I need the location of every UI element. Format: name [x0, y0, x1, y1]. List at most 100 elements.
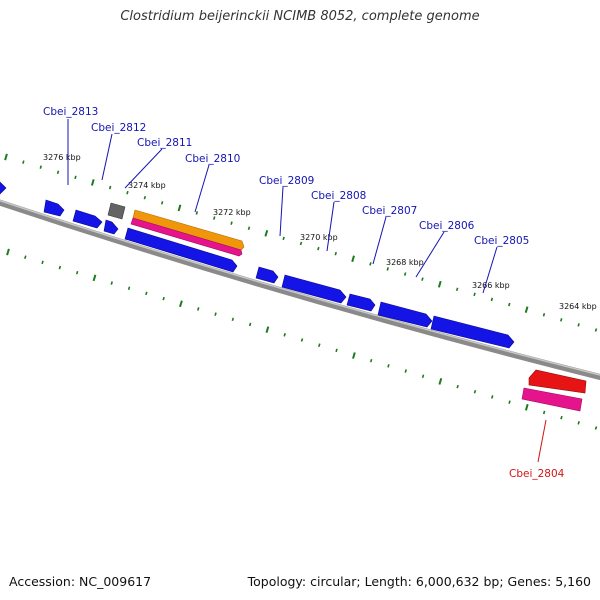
position-label-3264: 3264 kbp	[559, 302, 597, 311]
inner-tick-20	[352, 352, 356, 359]
gene-arrow-cbei-2808[interactable]	[281, 274, 347, 304]
leader-line-cbei-2807	[372, 216, 387, 265]
inner-tick-6	[110, 281, 113, 285]
inner-tick-22	[387, 364, 390, 368]
outer-tick-12	[213, 216, 216, 220]
inner-tick-5	[92, 274, 97, 282]
outer-tick-0	[4, 153, 8, 161]
leader-line-cbei-2809	[279, 186, 284, 237]
position-label-3272: 3272 kbp	[213, 208, 251, 217]
inner-tick-12	[214, 312, 217, 316]
outer-tick-24	[421, 277, 424, 281]
inner-tick-30	[524, 403, 529, 411]
inner-tick-33	[577, 421, 580, 425]
outer-tick-15	[264, 230, 269, 237]
gene-arrow-cbei-2810[interactable]	[124, 227, 238, 273]
inner-tick-11	[197, 307, 200, 311]
outer-tick-22	[386, 267, 389, 271]
gene-box-cbei-2804-pink[interactable]	[521, 387, 583, 412]
inner-tick-29	[508, 400, 511, 404]
outer-tick-27	[473, 292, 476, 297]
outer-tick-21	[369, 262, 372, 266]
position-label-3268: 3268 kbp	[386, 258, 424, 267]
accession-text: Accession: NC_009617	[9, 574, 152, 589]
gene-arrow-cbei-2804[interactable]	[528, 369, 587, 394]
gene-arrow-cbei-2809[interactable]	[255, 266, 279, 284]
outer-tick-19	[334, 251, 337, 256]
inner-tick-32	[560, 415, 563, 420]
gene-label-cbei-2811[interactable]: Cbei_2811	[137, 137, 192, 149]
leader-line-cbei-2810	[194, 164, 210, 213]
inner-tick-3	[58, 265, 62, 270]
gene-arrow-cbei-2812[interactable]	[72, 209, 103, 229]
gene-label-cbei-2805[interactable]: Cbei_2805	[474, 235, 529, 247]
outer-tick-17	[299, 241, 303, 246]
inner-tick-21	[369, 358, 373, 363]
inner-tick-0	[6, 248, 10, 256]
outer-tick-23	[403, 272, 407, 276]
gene-arrow-cbei-2813[interactable]	[43, 199, 65, 217]
outer-tick-9	[160, 201, 164, 205]
inner-tick-16	[283, 333, 286, 337]
outer-tick-26	[455, 287, 459, 292]
leader-line-cbei-2808	[326, 201, 335, 252]
inner-tick-17	[300, 338, 304, 342]
inner-tick-15	[265, 326, 270, 333]
gene-arrow-orange[interactable]	[132, 209, 245, 251]
outer-tick-29	[508, 302, 511, 307]
outer-tick-14	[247, 226, 251, 231]
gene-arrow-cbei-2811[interactable]	[103, 219, 119, 235]
outer-tick-34	[594, 328, 598, 332]
genome-backbone	[0, 199, 600, 381]
outer-tick-2	[39, 165, 42, 169]
inner-tick-27	[473, 389, 477, 394]
gene-label-cbei-2804[interactable]: Cbei_2804	[509, 468, 565, 480]
inner-tick-1	[24, 255, 27, 259]
inner-tick-2	[41, 260, 44, 265]
gene-label-cbei-2810[interactable]: Cbei_2810	[185, 153, 240, 165]
leader-line-cbei-2804	[537, 419, 547, 463]
inner-tick-9	[162, 296, 165, 301]
position-label-3270: 3270 kbp	[300, 233, 338, 242]
gene-arrow-pink[interactable]	[130, 217, 243, 257]
inner-tick-25	[438, 378, 443, 385]
outer-tick-13	[230, 221, 233, 225]
inner-tick-18	[318, 343, 321, 347]
outer-tick-16	[282, 236, 285, 241]
inner-tick-13	[231, 317, 235, 322]
gene-label-cbei-2812[interactable]: Cbei_2812	[91, 122, 146, 134]
outer-tick-11	[195, 211, 199, 215]
leader-line-cbei-2806	[415, 231, 445, 278]
outer-tick-10	[177, 204, 182, 212]
gene-label-cbei-2806[interactable]: Cbei_2806	[419, 220, 475, 232]
leader-line-cbei-2812	[101, 133, 113, 181]
inner-tick-34	[594, 426, 598, 430]
outer-tick-32	[560, 318, 563, 322]
outer-tick-3	[56, 170, 60, 175]
inner-tick-8	[145, 291, 148, 296]
gene-arrow-cbei-2806[interactable]	[377, 301, 433, 328]
inner-tick-7	[127, 286, 131, 291]
inner-tick-26	[456, 384, 459, 389]
gene-arrow-left-edge[interactable]	[0, 181, 7, 195]
gene-label-cbei-2807[interactable]: Cbei_2807	[362, 205, 417, 217]
inner-tick-19	[335, 348, 338, 353]
map-title: Clostridium beijerinckii NCIMB 8052, com…	[120, 9, 480, 24]
outer-tick-25	[437, 280, 442, 288]
gene-box-gray[interactable]	[107, 202, 126, 220]
outer-tick-5	[90, 179, 95, 186]
genome-stats-text: Topology: circular; Length: 6,000,632 bp…	[247, 574, 591, 589]
gene-arrow-cbei-2807[interactable]	[346, 293, 376, 312]
outer-tick-ring	[4, 153, 598, 332]
leader-line-cbei-2811	[124, 148, 163, 189]
inner-tick-10	[179, 300, 183, 308]
inner-tick-24	[421, 374, 425, 379]
gene-label-cbei-2809[interactable]: Cbei_2809	[259, 175, 314, 187]
gene-label-cbei-2813[interactable]: Cbei_2813	[43, 106, 98, 118]
gene-arrow-cbei-2805[interactable]	[430, 315, 515, 349]
gene-label-cbei-2808[interactable]: Cbei_2808	[311, 190, 366, 202]
inner-tick-ring	[6, 248, 598, 430]
inner-tick-23	[404, 369, 407, 373]
